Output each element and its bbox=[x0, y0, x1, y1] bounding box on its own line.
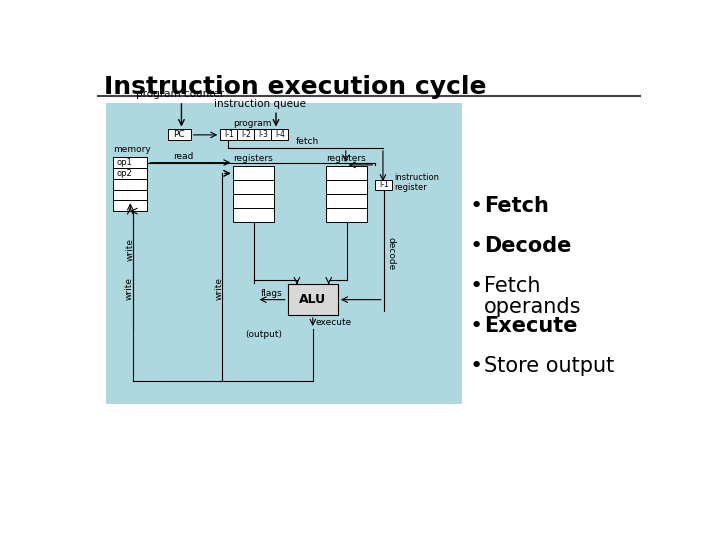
Bar bbox=[113, 190, 148, 200]
Text: instruction
register: instruction register bbox=[395, 172, 440, 192]
Text: fetch: fetch bbox=[295, 137, 319, 146]
Bar bbox=[113, 200, 148, 211]
Text: registers: registers bbox=[233, 154, 273, 164]
Bar bbox=[238, 130, 254, 140]
Bar bbox=[233, 166, 274, 180]
Bar bbox=[326, 208, 366, 222]
Text: read: read bbox=[173, 152, 193, 161]
Text: Fetch
operands: Fetch operands bbox=[484, 276, 581, 318]
Bar bbox=[220, 130, 238, 140]
Text: Execute: Execute bbox=[484, 316, 577, 336]
Text: I-3: I-3 bbox=[258, 130, 268, 139]
Bar bbox=[233, 180, 274, 194]
Bar bbox=[113, 168, 148, 179]
Bar bbox=[287, 284, 338, 315]
Text: •: • bbox=[469, 195, 483, 215]
Text: execute: execute bbox=[315, 318, 351, 327]
Text: Fetch: Fetch bbox=[484, 195, 549, 215]
Text: PC: PC bbox=[174, 130, 185, 139]
Text: write: write bbox=[126, 238, 135, 261]
Text: memory: memory bbox=[113, 145, 151, 154]
Text: flags: flags bbox=[261, 289, 283, 298]
Text: ALU: ALU bbox=[300, 293, 326, 306]
Text: program: program bbox=[233, 119, 272, 128]
Text: write: write bbox=[214, 276, 223, 300]
Bar bbox=[326, 194, 366, 208]
Bar bbox=[168, 130, 191, 140]
Text: Store output: Store output bbox=[484, 356, 614, 376]
Bar bbox=[326, 166, 366, 180]
Bar bbox=[254, 130, 271, 140]
Text: program counter: program counter bbox=[137, 89, 225, 99]
Bar bbox=[326, 180, 366, 194]
Bar bbox=[113, 157, 148, 168]
Text: instruction queue: instruction queue bbox=[214, 99, 306, 109]
Text: (output): (output) bbox=[245, 330, 282, 340]
Text: I-2: I-2 bbox=[241, 130, 251, 139]
Bar bbox=[271, 130, 289, 140]
Bar bbox=[375, 179, 392, 190]
Text: write: write bbox=[125, 276, 134, 300]
Text: I-1: I-1 bbox=[224, 130, 233, 139]
Bar bbox=[233, 194, 274, 208]
Bar bbox=[113, 179, 148, 190]
Text: •: • bbox=[469, 356, 483, 376]
Text: Decode: Decode bbox=[484, 236, 571, 256]
Text: •: • bbox=[469, 276, 483, 296]
Text: •: • bbox=[469, 236, 483, 256]
Text: op2: op2 bbox=[117, 169, 132, 178]
Text: registers: registers bbox=[326, 154, 366, 164]
Text: Instruction execution cycle: Instruction execution cycle bbox=[104, 75, 487, 99]
Text: I-4: I-4 bbox=[275, 130, 285, 139]
Text: •: • bbox=[469, 316, 483, 336]
Text: decode: decode bbox=[387, 237, 396, 270]
Text: I-1: I-1 bbox=[379, 180, 389, 189]
Bar bbox=[106, 103, 462, 403]
Text: op1: op1 bbox=[117, 158, 132, 167]
Bar bbox=[233, 208, 274, 222]
